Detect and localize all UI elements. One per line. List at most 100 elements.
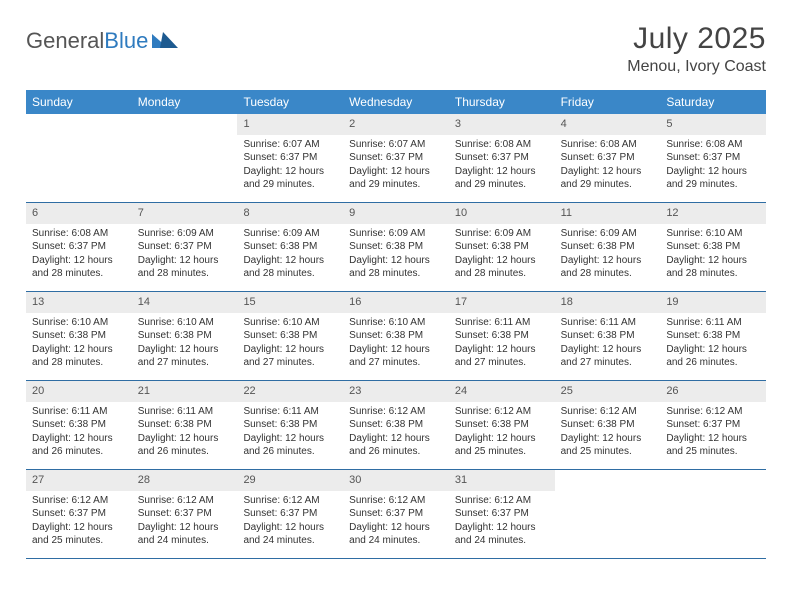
sunset-text: Sunset: 6:38 PM: [243, 418, 337, 432]
day-cell: 30Sunrise: 6:12 AMSunset: 6:37 PMDayligh…: [343, 470, 449, 558]
day-body: Sunrise: 6:09 AMSunset: 6:38 PMDaylight:…: [555, 224, 661, 285]
day-cell: 3Sunrise: 6:08 AMSunset: 6:37 PMDaylight…: [449, 114, 555, 202]
sunrise-text: Sunrise: 6:09 AM: [455, 227, 549, 241]
day-number: 25: [555, 381, 661, 402]
week-row: 20Sunrise: 6:11 AMSunset: 6:38 PMDayligh…: [26, 381, 766, 470]
day-cell: [555, 470, 661, 558]
sunrise-text: Sunrise: 6:12 AM: [455, 494, 549, 508]
weeks-container: 1Sunrise: 6:07 AMSunset: 6:37 PMDaylight…: [26, 114, 766, 559]
daylight-text-2: and 28 minutes.: [666, 267, 760, 281]
day-number: 10: [449, 203, 555, 224]
daylight-text-1: Daylight: 12 hours: [455, 432, 549, 446]
title-block: July 2025 Menou, Ivory Coast: [627, 22, 766, 76]
daylight-text-1: Daylight: 12 hours: [138, 254, 232, 268]
week-row: 1Sunrise: 6:07 AMSunset: 6:37 PMDaylight…: [26, 114, 766, 203]
daylight-text-2: and 24 minutes.: [349, 534, 443, 548]
day-body: Sunrise: 6:10 AMSunset: 6:38 PMDaylight:…: [26, 313, 132, 374]
daylight-text-1: Daylight: 12 hours: [32, 254, 126, 268]
sunset-text: Sunset: 6:38 PM: [349, 418, 443, 432]
day-number: 4: [555, 114, 661, 135]
sunset-text: Sunset: 6:37 PM: [455, 151, 549, 165]
daylight-text-2: and 25 minutes.: [561, 445, 655, 459]
daylight-text-2: and 25 minutes.: [32, 534, 126, 548]
daylight-text-1: Daylight: 12 hours: [243, 254, 337, 268]
daylight-text-2: and 29 minutes.: [561, 178, 655, 192]
daylight-text-1: Daylight: 12 hours: [349, 165, 443, 179]
daylight-text-1: Daylight: 12 hours: [455, 521, 549, 535]
sunset-text: Sunset: 6:37 PM: [32, 240, 126, 254]
day-body: Sunrise: 6:12 AMSunset: 6:37 PMDaylight:…: [132, 491, 238, 552]
day-cell: 29Sunrise: 6:12 AMSunset: 6:37 PMDayligh…: [237, 470, 343, 558]
day-body: Sunrise: 6:11 AMSunset: 6:38 PMDaylight:…: [26, 402, 132, 463]
daylight-text-1: Daylight: 12 hours: [561, 254, 655, 268]
daylight-text-1: Daylight: 12 hours: [561, 432, 655, 446]
sunrise-text: Sunrise: 6:10 AM: [243, 316, 337, 330]
day-body: Sunrise: 6:12 AMSunset: 6:37 PMDaylight:…: [449, 491, 555, 552]
daylight-text-1: Daylight: 12 hours: [349, 254, 443, 268]
daylight-text-1: Daylight: 12 hours: [243, 432, 337, 446]
sunrise-text: Sunrise: 6:08 AM: [666, 138, 760, 152]
day-body: Sunrise: 6:12 AMSunset: 6:37 PMDaylight:…: [237, 491, 343, 552]
sunset-text: Sunset: 6:38 PM: [455, 418, 549, 432]
week-row: 6Sunrise: 6:08 AMSunset: 6:37 PMDaylight…: [26, 203, 766, 292]
day-cell: 8Sunrise: 6:09 AMSunset: 6:38 PMDaylight…: [237, 203, 343, 291]
sunset-text: Sunset: 6:37 PM: [349, 151, 443, 165]
daylight-text-2: and 28 minutes.: [138, 267, 232, 281]
sunrise-text: Sunrise: 6:10 AM: [349, 316, 443, 330]
day-cell: 14Sunrise: 6:10 AMSunset: 6:38 PMDayligh…: [132, 292, 238, 380]
week-row: 13Sunrise: 6:10 AMSunset: 6:38 PMDayligh…: [26, 292, 766, 381]
daylight-text-2: and 27 minutes.: [455, 356, 549, 370]
logo-text-general: General: [26, 28, 104, 54]
sunrise-text: Sunrise: 6:09 AM: [138, 227, 232, 241]
daylight-text-2: and 25 minutes.: [666, 445, 760, 459]
weekday-tuesday: Tuesday: [237, 90, 343, 114]
day-number: 23: [343, 381, 449, 402]
daylight-text-2: and 27 minutes.: [561, 356, 655, 370]
day-body: Sunrise: 6:07 AMSunset: 6:37 PMDaylight:…: [237, 135, 343, 196]
sunrise-text: Sunrise: 6:11 AM: [138, 405, 232, 419]
daylight-text-2: and 28 minutes.: [561, 267, 655, 281]
sunrise-text: Sunrise: 6:12 AM: [32, 494, 126, 508]
day-number: 2: [343, 114, 449, 135]
calendar-grid: Sunday Monday Tuesday Wednesday Thursday…: [26, 90, 766, 559]
sunset-text: Sunset: 6:38 PM: [455, 329, 549, 343]
day-number: 13: [26, 292, 132, 313]
sunrise-text: Sunrise: 6:09 AM: [243, 227, 337, 241]
day-number: 15: [237, 292, 343, 313]
week-row: 27Sunrise: 6:12 AMSunset: 6:37 PMDayligh…: [26, 470, 766, 559]
day-number: 24: [449, 381, 555, 402]
day-body: Sunrise: 6:08 AMSunset: 6:37 PMDaylight:…: [449, 135, 555, 196]
sunset-text: Sunset: 6:38 PM: [243, 240, 337, 254]
daylight-text-2: and 28 minutes.: [32, 267, 126, 281]
sunset-text: Sunset: 6:38 PM: [349, 240, 443, 254]
daylight-text-1: Daylight: 12 hours: [138, 521, 232, 535]
day-number: 30: [343, 470, 449, 491]
daylight-text-1: Daylight: 12 hours: [455, 165, 549, 179]
daylight-text-2: and 27 minutes.: [243, 356, 337, 370]
day-cell: [660, 470, 766, 558]
day-body: Sunrise: 6:11 AMSunset: 6:38 PMDaylight:…: [449, 313, 555, 374]
day-cell: 1Sunrise: 6:07 AMSunset: 6:37 PMDaylight…: [237, 114, 343, 202]
day-cell: 18Sunrise: 6:11 AMSunset: 6:38 PMDayligh…: [555, 292, 661, 380]
sunset-text: Sunset: 6:38 PM: [138, 329, 232, 343]
day-cell: 21Sunrise: 6:11 AMSunset: 6:38 PMDayligh…: [132, 381, 238, 469]
weekday-thursday: Thursday: [449, 90, 555, 114]
daylight-text-1: Daylight: 12 hours: [561, 343, 655, 357]
day-number: 20: [26, 381, 132, 402]
daylight-text-1: Daylight: 12 hours: [32, 343, 126, 357]
day-body: Sunrise: 6:11 AMSunset: 6:38 PMDaylight:…: [660, 313, 766, 374]
day-number: 22: [237, 381, 343, 402]
day-cell: 23Sunrise: 6:12 AMSunset: 6:38 PMDayligh…: [343, 381, 449, 469]
day-body: Sunrise: 6:12 AMSunset: 6:38 PMDaylight:…: [343, 402, 449, 463]
daylight-text-1: Daylight: 12 hours: [243, 165, 337, 179]
sunrise-text: Sunrise: 6:12 AM: [455, 405, 549, 419]
daylight-text-2: and 25 minutes.: [455, 445, 549, 459]
logo-text-blue: Blue: [104, 28, 148, 54]
day-body: Sunrise: 6:08 AMSunset: 6:37 PMDaylight:…: [660, 135, 766, 196]
day-cell: 17Sunrise: 6:11 AMSunset: 6:38 PMDayligh…: [449, 292, 555, 380]
daylight-text-2: and 26 minutes.: [243, 445, 337, 459]
daylight-text-1: Daylight: 12 hours: [666, 254, 760, 268]
day-number: 18: [555, 292, 661, 313]
day-number: 3: [449, 114, 555, 135]
day-cell: 28Sunrise: 6:12 AMSunset: 6:37 PMDayligh…: [132, 470, 238, 558]
